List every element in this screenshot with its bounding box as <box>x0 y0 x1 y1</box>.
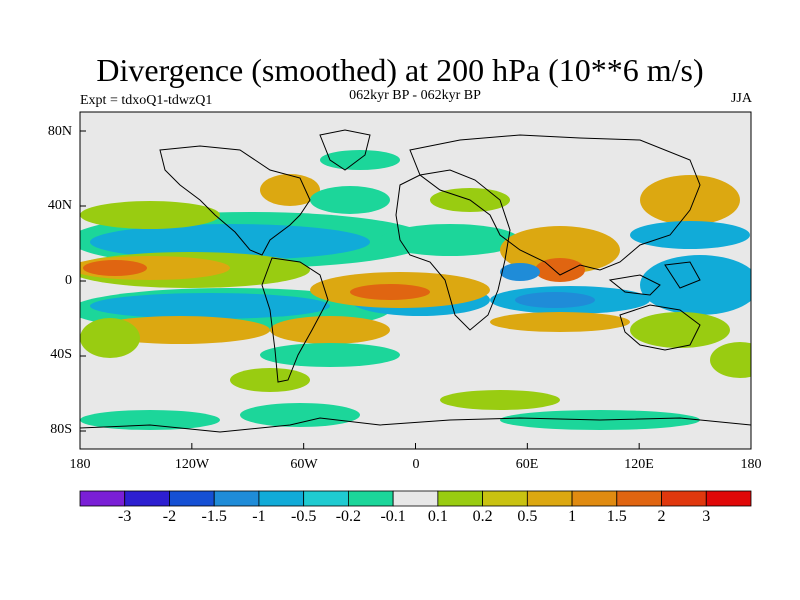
pos-india-core <box>535 258 585 282</box>
colorbar-label: 1.5 <box>606 508 627 525</box>
eurasia-coast <box>409 134 701 276</box>
lon-label-180e: 180 <box>740 457 762 472</box>
lon-label-120w: 120W <box>174 457 210 472</box>
pos-north-america <box>260 174 320 206</box>
neg-north-pacific <box>630 221 750 249</box>
colorbar-label: 0.1 <box>427 508 448 525</box>
pos-north-pacific <box>80 201 220 229</box>
pos-india <box>500 226 620 274</box>
neg-band-pacific-north-core <box>90 224 370 260</box>
colorbar-label: 0.5 <box>517 508 538 525</box>
north-america-coast <box>159 145 311 256</box>
antarctica-coast <box>80 417 751 433</box>
neg-southern-ocean <box>240 403 360 427</box>
maritime-continent-coast <box>608 261 701 296</box>
lat-label-80s: 80S <box>50 422 72 437</box>
colorbar-box <box>303 490 349 507</box>
pos-max-central-pacific <box>83 260 147 276</box>
map-subtitle: 062kyr BP - 062kyr BP <box>349 88 481 103</box>
colorbar-box <box>661 490 707 507</box>
lat-label-40n: 40N <box>47 198 72 213</box>
lon-label-180w: 180 <box>69 457 91 472</box>
season-label: JJA <box>730 91 752 106</box>
pos-south-pacific-east <box>710 342 751 378</box>
lon-label-120e: 120E <box>624 457 654 472</box>
colorbar-box <box>258 490 305 507</box>
colorbar-box <box>571 490 618 507</box>
colorbar-box <box>437 490 484 507</box>
lat-label-0: 0 <box>65 273 72 288</box>
pos-atlantic-core <box>350 284 430 300</box>
colorbar-box <box>169 490 215 507</box>
colorbar-box <box>526 490 573 507</box>
colorbar-label: 3 <box>702 508 711 525</box>
coastlines <box>80 129 751 433</box>
pos-asia <box>640 175 740 225</box>
colorbar-label: -0.5 <box>290 508 317 525</box>
lat-label-80n: 80N <box>47 124 72 139</box>
lat-label-40s: 40S <box>50 347 72 362</box>
experiment-label: Expt = tdxoQ1-tdwzQ1 <box>80 93 213 108</box>
colorbar-label: -0.1 <box>380 508 406 525</box>
neg-band-pacific-south-core <box>90 293 330 319</box>
greenland-coast <box>319 129 371 171</box>
neg-north-atlantic <box>310 186 390 214</box>
lon-label-60e: 60E <box>515 457 539 472</box>
colorbar-label: 1 <box>568 508 577 525</box>
australia-coast <box>619 304 701 351</box>
neg-arctic <box>320 150 400 170</box>
pos-south-ocean-east <box>230 368 310 392</box>
lon-label-60w: 60W <box>290 457 318 472</box>
neg-africa-north <box>380 224 520 256</box>
colorbar <box>79 490 752 507</box>
colorbar-label: -1 <box>252 508 266 525</box>
colorbar-box <box>705 490 752 507</box>
pos-southern-ocean <box>440 390 560 410</box>
africa-europe-coast <box>395 169 511 331</box>
pos-west-pacific-south <box>630 312 730 348</box>
colorbar-label: -3 <box>118 508 132 525</box>
south-america-coast <box>261 257 329 383</box>
colorbar-label: -2 <box>162 508 177 525</box>
neg-indian-ocean-core <box>515 292 595 308</box>
colorbar-box <box>392 490 439 507</box>
pos-south-pacific-west <box>80 318 140 358</box>
pos-south-atlantic <box>270 316 390 344</box>
colorbar-box <box>124 490 170 507</box>
colorbar-box <box>79 490 126 507</box>
neg-south-atlantic <box>260 343 400 367</box>
colorbar-label: 0.2 <box>472 508 493 525</box>
colorbar-label: -1.5 <box>201 508 227 525</box>
axis-ticks <box>79 130 752 449</box>
lon-label-0: 0 <box>412 457 420 472</box>
colorbar-label: 2 <box>657 508 666 525</box>
neg-antarctic <box>80 410 220 430</box>
neg-arabia <box>500 263 540 281</box>
colorbar-box <box>213 490 260 507</box>
map-title: Divergence (smoothed) at 200 hPa (10**6 … <box>96 52 704 88</box>
colorbar-box <box>482 490 528 507</box>
colorbar-box <box>616 490 662 507</box>
colorbar-box <box>347 490 394 507</box>
colorbar-label: -0.2 <box>335 508 362 525</box>
pos-south-indian <box>490 312 630 332</box>
